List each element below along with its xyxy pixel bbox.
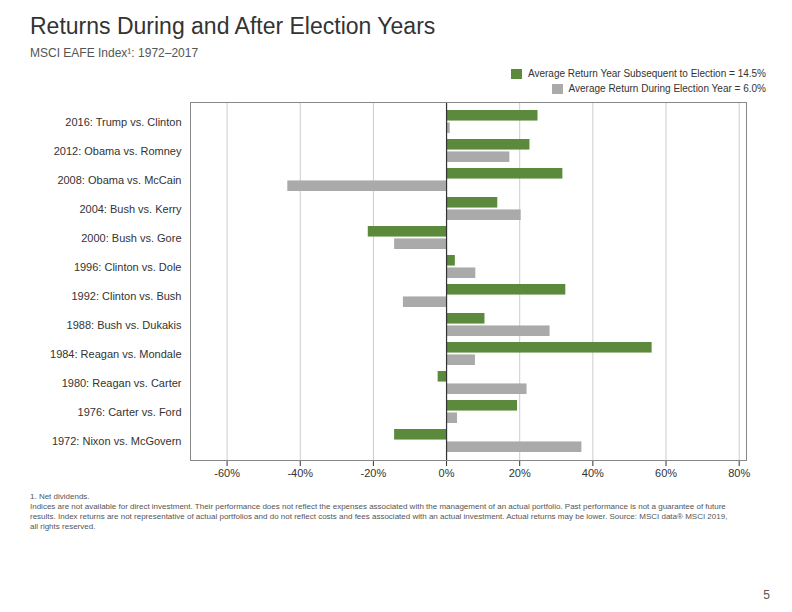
svg-text:1980: Reagan vs. Carter: 1980: Reagan vs. Carter xyxy=(62,377,182,389)
svg-text:2012: Obama vs. Romney: 2012: Obama vs. Romney xyxy=(54,145,182,157)
svg-text:1984: Reagan vs. Mondale: 1984: Reagan vs. Mondale xyxy=(50,348,181,360)
svg-text:1992: Clinton vs. Bush: 1992: Clinton vs. Bush xyxy=(71,290,181,302)
svg-text:1976: Carter vs. Ford: 1976: Carter vs. Ford xyxy=(78,406,182,418)
svg-text:40%: 40% xyxy=(582,467,604,479)
html-text:5: 5 xyxy=(763,588,770,602)
svg-text:-60%: -60% xyxy=(214,467,240,479)
html-text:Returns During and After Elect: Returns During and After Election Years xyxy=(30,13,436,39)
svg-text:60%: 60% xyxy=(655,467,677,479)
svg-text:2016: Trump vs. Clinton: 2016: Trump vs. Clinton xyxy=(65,116,181,128)
svg-text:1988: Bush vs. Dukakis: 1988: Bush vs. Dukakis xyxy=(67,319,182,331)
svg-text:-40%: -40% xyxy=(287,467,313,479)
html-text:Average Return During Election: Average Return During Election Year = 6.… xyxy=(568,83,766,94)
svg-text:0%: 0% xyxy=(439,467,455,479)
svg-text:80%: 80% xyxy=(728,467,750,479)
svg-text:20%: 20% xyxy=(509,467,531,479)
html-text:MSCI EAFE Index¹: 1972–2017: MSCI EAFE Index¹: 1972–2017 xyxy=(30,46,199,60)
svg-text:2004: Bush vs. Kerry: 2004: Bush vs. Kerry xyxy=(79,203,182,215)
html-text:1. Net dividends.: 1. Net dividends. xyxy=(30,492,90,501)
html-text:Average Return Year Subsequent: Average Return Year Subsequent to Electi… xyxy=(528,68,766,79)
svg-text:-20%: -20% xyxy=(361,467,387,479)
svg-text:1972: Nixon vs. McGovern: 1972: Nixon vs. McGovern xyxy=(52,435,182,447)
svg-text:2000: Bush vs. Gore: 2000: Bush vs. Gore xyxy=(81,232,181,244)
svg-text:1996: Clinton vs. Dole: 1996: Clinton vs. Dole xyxy=(74,261,182,273)
svg-text:2008: Obama vs. McCain: 2008: Obama vs. McCain xyxy=(57,174,181,186)
html-text:Indices are not available for: Indices are not available for direct inv… xyxy=(30,502,728,531)
